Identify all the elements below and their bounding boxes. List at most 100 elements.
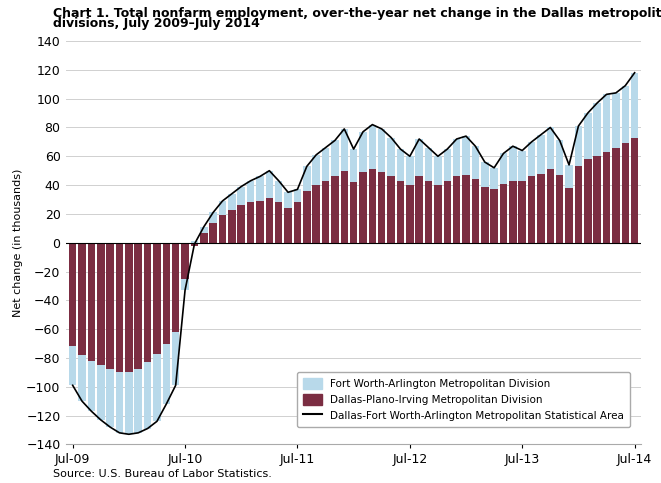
Bar — [360, 172, 367, 242]
Bar — [88, 361, 95, 411]
Bar — [266, 198, 273, 242]
Bar — [453, 176, 461, 242]
Bar — [200, 233, 208, 242]
Bar — [69, 346, 77, 385]
Bar — [369, 125, 376, 169]
Bar — [360, 132, 367, 172]
Bar — [594, 156, 601, 242]
Bar — [472, 179, 479, 242]
Bar — [387, 176, 395, 242]
Bar — [78, 242, 86, 355]
Bar — [172, 242, 179, 332]
Bar — [621, 143, 629, 242]
Bar — [97, 365, 104, 420]
Bar — [350, 149, 358, 182]
Bar — [631, 138, 639, 242]
Bar — [210, 213, 217, 223]
Bar — [406, 156, 414, 185]
Bar — [612, 148, 619, 242]
Bar — [509, 181, 517, 242]
Bar — [228, 194, 235, 210]
Bar — [106, 369, 114, 427]
Bar — [153, 354, 161, 421]
Bar — [134, 369, 142, 433]
Bar — [444, 149, 451, 181]
Bar — [340, 129, 348, 170]
Bar — [369, 169, 376, 242]
Legend: Fort Worth-Arlington Metropolitan Division, Dallas-Plano-Irving Metropolitan Div: Fort Worth-Arlington Metropolitan Divisi… — [297, 371, 630, 427]
Bar — [340, 170, 348, 242]
Bar — [397, 181, 405, 242]
Bar — [247, 181, 254, 202]
Bar — [574, 166, 582, 242]
Bar — [490, 168, 498, 189]
Bar — [481, 162, 488, 186]
Bar — [481, 186, 488, 242]
Bar — [556, 141, 563, 175]
Bar — [631, 73, 639, 138]
Bar — [322, 148, 329, 181]
Bar — [621, 85, 629, 143]
Bar — [584, 113, 592, 159]
Bar — [378, 129, 385, 172]
Bar — [453, 139, 461, 176]
Bar — [116, 242, 123, 372]
Bar — [247, 202, 254, 242]
Bar — [537, 173, 545, 242]
Bar — [612, 93, 619, 148]
Bar — [425, 181, 432, 242]
Bar — [97, 242, 104, 365]
Bar — [256, 176, 264, 201]
Bar — [518, 181, 526, 242]
Bar — [210, 223, 217, 242]
Bar — [275, 202, 282, 242]
Bar — [518, 151, 526, 181]
Bar — [500, 154, 507, 184]
Bar — [172, 332, 179, 385]
Bar — [237, 186, 245, 205]
Bar — [284, 208, 292, 242]
Bar — [331, 141, 338, 176]
Bar — [444, 181, 451, 242]
Bar — [322, 181, 329, 242]
Bar — [106, 242, 114, 369]
Bar — [603, 94, 610, 152]
Bar — [397, 149, 405, 181]
Bar — [603, 152, 610, 242]
Bar — [313, 155, 320, 185]
Bar — [331, 176, 338, 242]
Bar — [256, 201, 264, 242]
Bar — [462, 175, 470, 242]
Bar — [350, 182, 358, 242]
Bar — [416, 139, 423, 176]
Bar — [144, 242, 151, 362]
Bar — [472, 146, 479, 179]
Bar — [500, 184, 507, 242]
Text: Source: U.S. Bureau of Labor Statistics.: Source: U.S. Bureau of Labor Statistics. — [53, 469, 272, 479]
Bar — [88, 242, 95, 361]
Bar — [387, 138, 395, 176]
Bar — [425, 148, 432, 181]
Bar — [134, 242, 142, 369]
Bar — [434, 185, 442, 242]
Bar — [78, 355, 86, 401]
Bar — [574, 126, 582, 166]
Bar — [556, 175, 563, 242]
Bar — [163, 242, 170, 343]
Text: Chart 1. Total nonfarm employment, over-the-year net change in the Dallas metrop: Chart 1. Total nonfarm employment, over-… — [53, 7, 661, 20]
Bar — [406, 185, 414, 242]
Bar — [537, 135, 545, 173]
Bar — [565, 188, 573, 242]
Bar — [125, 242, 133, 372]
Bar — [490, 189, 498, 242]
Bar — [237, 205, 245, 242]
Bar — [303, 191, 311, 242]
Bar — [509, 146, 517, 181]
Bar — [565, 165, 573, 188]
Bar — [181, 279, 189, 290]
Bar — [293, 189, 301, 202]
Bar — [266, 170, 273, 198]
Bar — [416, 176, 423, 242]
Bar — [190, 242, 198, 245]
Bar — [144, 362, 151, 428]
